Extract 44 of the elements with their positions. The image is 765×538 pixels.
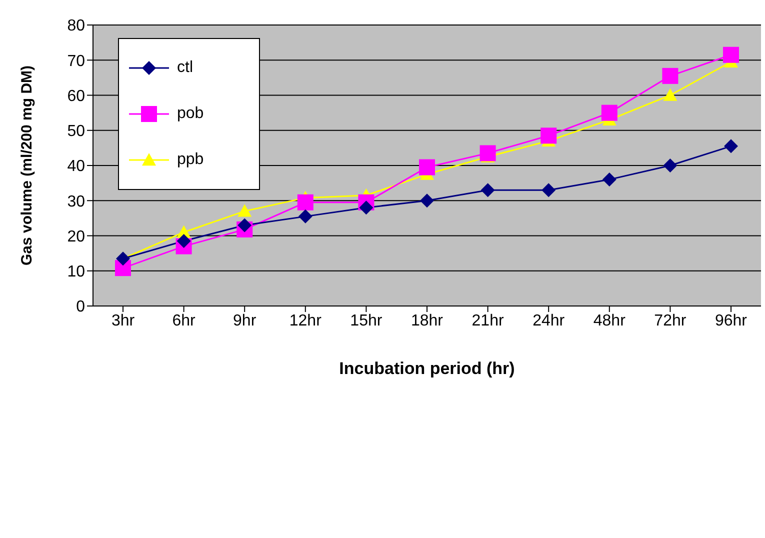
x-tick-label: 96hr <box>714 312 748 330</box>
point <box>663 88 678 101</box>
y-tick-label: 80 <box>67 18 86 35</box>
y-tick-label: 30 <box>67 193 86 210</box>
x-tick-label: 21hr <box>472 312 504 330</box>
point <box>480 145 496 162</box>
point <box>359 200 374 215</box>
legend-label: ppb <box>177 151 204 169</box>
x-tick-label: 6hr <box>172 312 196 330</box>
x-tick-label: 24hr <box>532 312 566 330</box>
x-axis-title: Incubation period (hr) <box>339 359 515 378</box>
point <box>602 172 616 187</box>
point <box>663 158 678 172</box>
point <box>540 128 557 144</box>
point <box>297 194 314 210</box>
legend-label: ctl <box>177 59 193 77</box>
x-tick-label: 9hr <box>233 312 257 330</box>
x-tick-label: 12hr <box>289 312 322 330</box>
point <box>298 209 312 224</box>
point <box>542 183 556 198</box>
y-tick-label: 0 <box>76 298 86 316</box>
point <box>480 183 495 198</box>
point <box>724 139 738 154</box>
point <box>420 194 434 208</box>
x-tick-label: 15hr <box>350 312 383 330</box>
y-tick-label: 70 <box>67 52 86 70</box>
point <box>723 46 739 63</box>
point <box>662 68 678 84</box>
x-tick-label: 48hr <box>593 312 626 330</box>
y-axis-title: Gas volume (ml/200 mg DM) <box>18 65 36 266</box>
x-tick-label: 72hr <box>654 312 687 330</box>
point <box>601 104 618 121</box>
legend-label: pob <box>177 105 204 123</box>
y-tick-label: 10 <box>67 264 86 281</box>
y-tick-label: 50 <box>67 123 86 140</box>
point <box>176 234 191 248</box>
point <box>238 204 252 217</box>
x-tick-label: 3hr <box>111 312 136 330</box>
point <box>419 159 435 176</box>
y-tick-label: 20 <box>67 228 86 246</box>
x-tick-label: 18hr <box>410 312 444 330</box>
y-tick-label: 60 <box>67 88 86 105</box>
point <box>238 218 252 232</box>
y-tick-label: 40 <box>67 158 86 176</box>
